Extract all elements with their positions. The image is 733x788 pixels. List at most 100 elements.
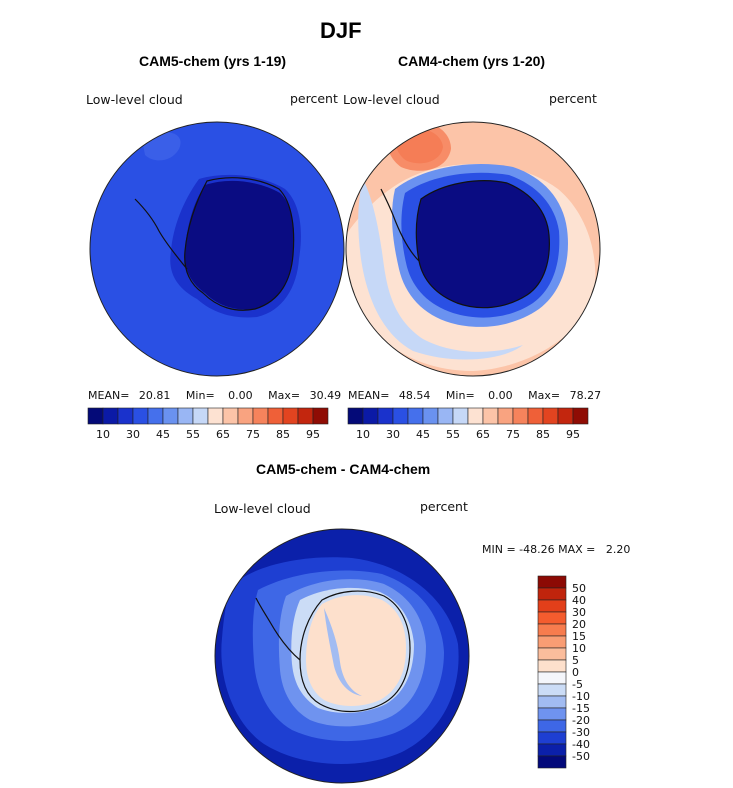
right-colorbar-swatch <box>347 407 364 425</box>
right-colorbar-tick-label: 95 <box>566 428 580 441</box>
left-colorbar-swatch <box>267 407 284 425</box>
diff-colorbar-swatch <box>537 683 567 697</box>
right-colorbar-swatch <box>452 407 469 425</box>
diff-colorbar-swatch <box>537 743 567 757</box>
diff-ice-field <box>306 595 406 706</box>
right-max-label: Max= <box>528 389 561 402</box>
right-coastline <box>380 180 550 309</box>
left-map-boundary <box>89 121 345 377</box>
left-colorbar-tick-label: 10 <box>96 428 110 441</box>
right-colorbar-swatch <box>572 407 589 425</box>
diff-map-boundary <box>214 528 470 784</box>
left-colorbar-swatch <box>282 407 299 425</box>
diff-colorbar-tick-label: 5 <box>572 654 579 667</box>
right-units-label: percent <box>549 91 597 106</box>
diff-units-label: percent <box>420 499 468 514</box>
left-min-label: Min= <box>185 389 215 402</box>
diff-colorbar-tick-label: -50 <box>572 750 590 763</box>
left-stats: MEAN= 20.81 Min= 0.00 Max= 30.49 <box>88 389 341 402</box>
left-colorbar-tick-label: 65 <box>216 428 230 441</box>
right-colorbar-tick-label: 85 <box>536 428 550 441</box>
figure-title: DJF <box>320 18 362 43</box>
right-map-boundary <box>345 121 601 377</box>
diff-colorbar-swatch <box>537 755 567 769</box>
left-colorbar-tick-label: 95 <box>306 428 320 441</box>
left-colorbar-swatch <box>162 407 179 425</box>
diff-minmax-text: MIN = -48.26 MAX = 2.20 <box>482 543 631 556</box>
diff-coastline <box>255 590 411 713</box>
left-coastline <box>134 177 295 311</box>
right-colorbar-tick-label: 65 <box>476 428 490 441</box>
right-colorbar-swatch <box>542 407 559 425</box>
right-colorbar-swatch <box>392 407 409 425</box>
diff-variable-label: Low-level cloud <box>214 501 311 516</box>
left-ice-field <box>184 180 294 310</box>
right-panel-title: CAM4-chem (yrs 1-20) <box>398 53 546 69</box>
right-colorbar-tick-label: 55 <box>446 428 460 441</box>
left-colorbar-tick-label: 30 <box>126 428 140 441</box>
right-colorbar-swatch <box>377 407 394 425</box>
right-variable-label: Low-level cloud <box>343 92 440 107</box>
right-max-value: 78.27 <box>569 389 602 402</box>
diff-colorbar-swatch <box>537 575 567 589</box>
right-colorbar-tick-label: 45 <box>416 428 430 441</box>
left-units-label: percent <box>290 91 338 106</box>
diff-colorbar-swatch <box>537 659 567 673</box>
left-max-label: Max= <box>268 389 301 402</box>
left-colorbar-swatch <box>297 407 314 425</box>
diff-colorbar-tick-label: -15 <box>572 702 590 715</box>
diff-colorbar-tick-label: 50 <box>572 582 586 595</box>
left-colorbar-swatch <box>117 407 134 425</box>
diff-map <box>214 528 470 784</box>
left-min-value: 0.00 <box>228 389 253 402</box>
left-panel-title: CAM5-chem (yrs 1-19) <box>139 53 287 69</box>
diff-colorbar-swatch <box>537 731 567 745</box>
right-colorbar-tick-label: 30 <box>386 428 400 441</box>
diff-colorbar-tick-label: 20 <box>572 618 586 631</box>
left-colorbar-swatch <box>237 407 254 425</box>
diff-colorbar-swatch <box>537 647 567 661</box>
left-colorbar-tick-label: 55 <box>186 428 200 441</box>
diff-colorbar-tick-label: -10 <box>572 690 590 703</box>
diff-colorbar-tick-label: 10 <box>572 642 586 655</box>
right-colorbar-swatch <box>512 407 529 425</box>
right-colorbar-swatch <box>557 407 574 425</box>
diff-colorbar-tick-label: 30 <box>572 606 586 619</box>
diff-colorbar-tick-label: 15 <box>572 630 586 643</box>
right-mean-value: 48.54 <box>398 389 431 402</box>
left-colorbar-swatch <box>192 407 209 425</box>
diff-colorbar-swatch <box>537 599 567 613</box>
left-mean-label: MEAN= <box>88 389 130 402</box>
left-colorbar-tick-label: 45 <box>156 428 170 441</box>
left-colorbar-tick-label: 75 <box>246 428 260 441</box>
left-colorbar-swatch <box>177 407 194 425</box>
diff-colorbar-swatch <box>537 719 567 733</box>
diff-colorbar-tick-label: -30 <box>572 726 590 739</box>
left-colorbar-swatch <box>312 407 329 425</box>
right-colorbar-tick-label: 10 <box>356 428 370 441</box>
left-colorbar-swatch <box>132 407 149 425</box>
diff-colorbar-swatch <box>537 695 567 709</box>
right-colorbar-swatch <box>497 407 514 425</box>
diff-colorbar-swatch <box>537 707 567 721</box>
left-map <box>89 121 345 377</box>
left-colorbar-tick-label: 85 <box>276 428 290 441</box>
left-colorbar: 10 30 45 55 65 75 85 95 <box>87 407 329 441</box>
left-colorbar-swatch <box>87 407 104 425</box>
right-colorbar-swatch <box>362 407 379 425</box>
left-colorbar-swatch <box>207 407 224 425</box>
right-stats: MEAN= 48.54 Min= 0.00 Max= 78.27 <box>348 389 601 402</box>
diff-colorbar-swatch <box>537 587 567 601</box>
right-colorbar-swatch <box>527 407 544 425</box>
right-colorbar-swatch <box>482 407 499 425</box>
diff-colorbar-tick-label: 0 <box>572 666 579 679</box>
left-mean-value: 20.81 <box>138 389 171 402</box>
diff-colorbar-tick-label: -40 <box>572 738 590 751</box>
diff-panel-title: CAM5-chem - CAM4-chem <box>256 461 431 477</box>
left-colorbar-swatch <box>252 407 269 425</box>
right-ice-field <box>416 180 550 308</box>
diff-colorbar-swatch <box>537 671 567 685</box>
left-colorbar-swatch <box>147 407 164 425</box>
left-max-value: 30.49 <box>309 389 342 402</box>
